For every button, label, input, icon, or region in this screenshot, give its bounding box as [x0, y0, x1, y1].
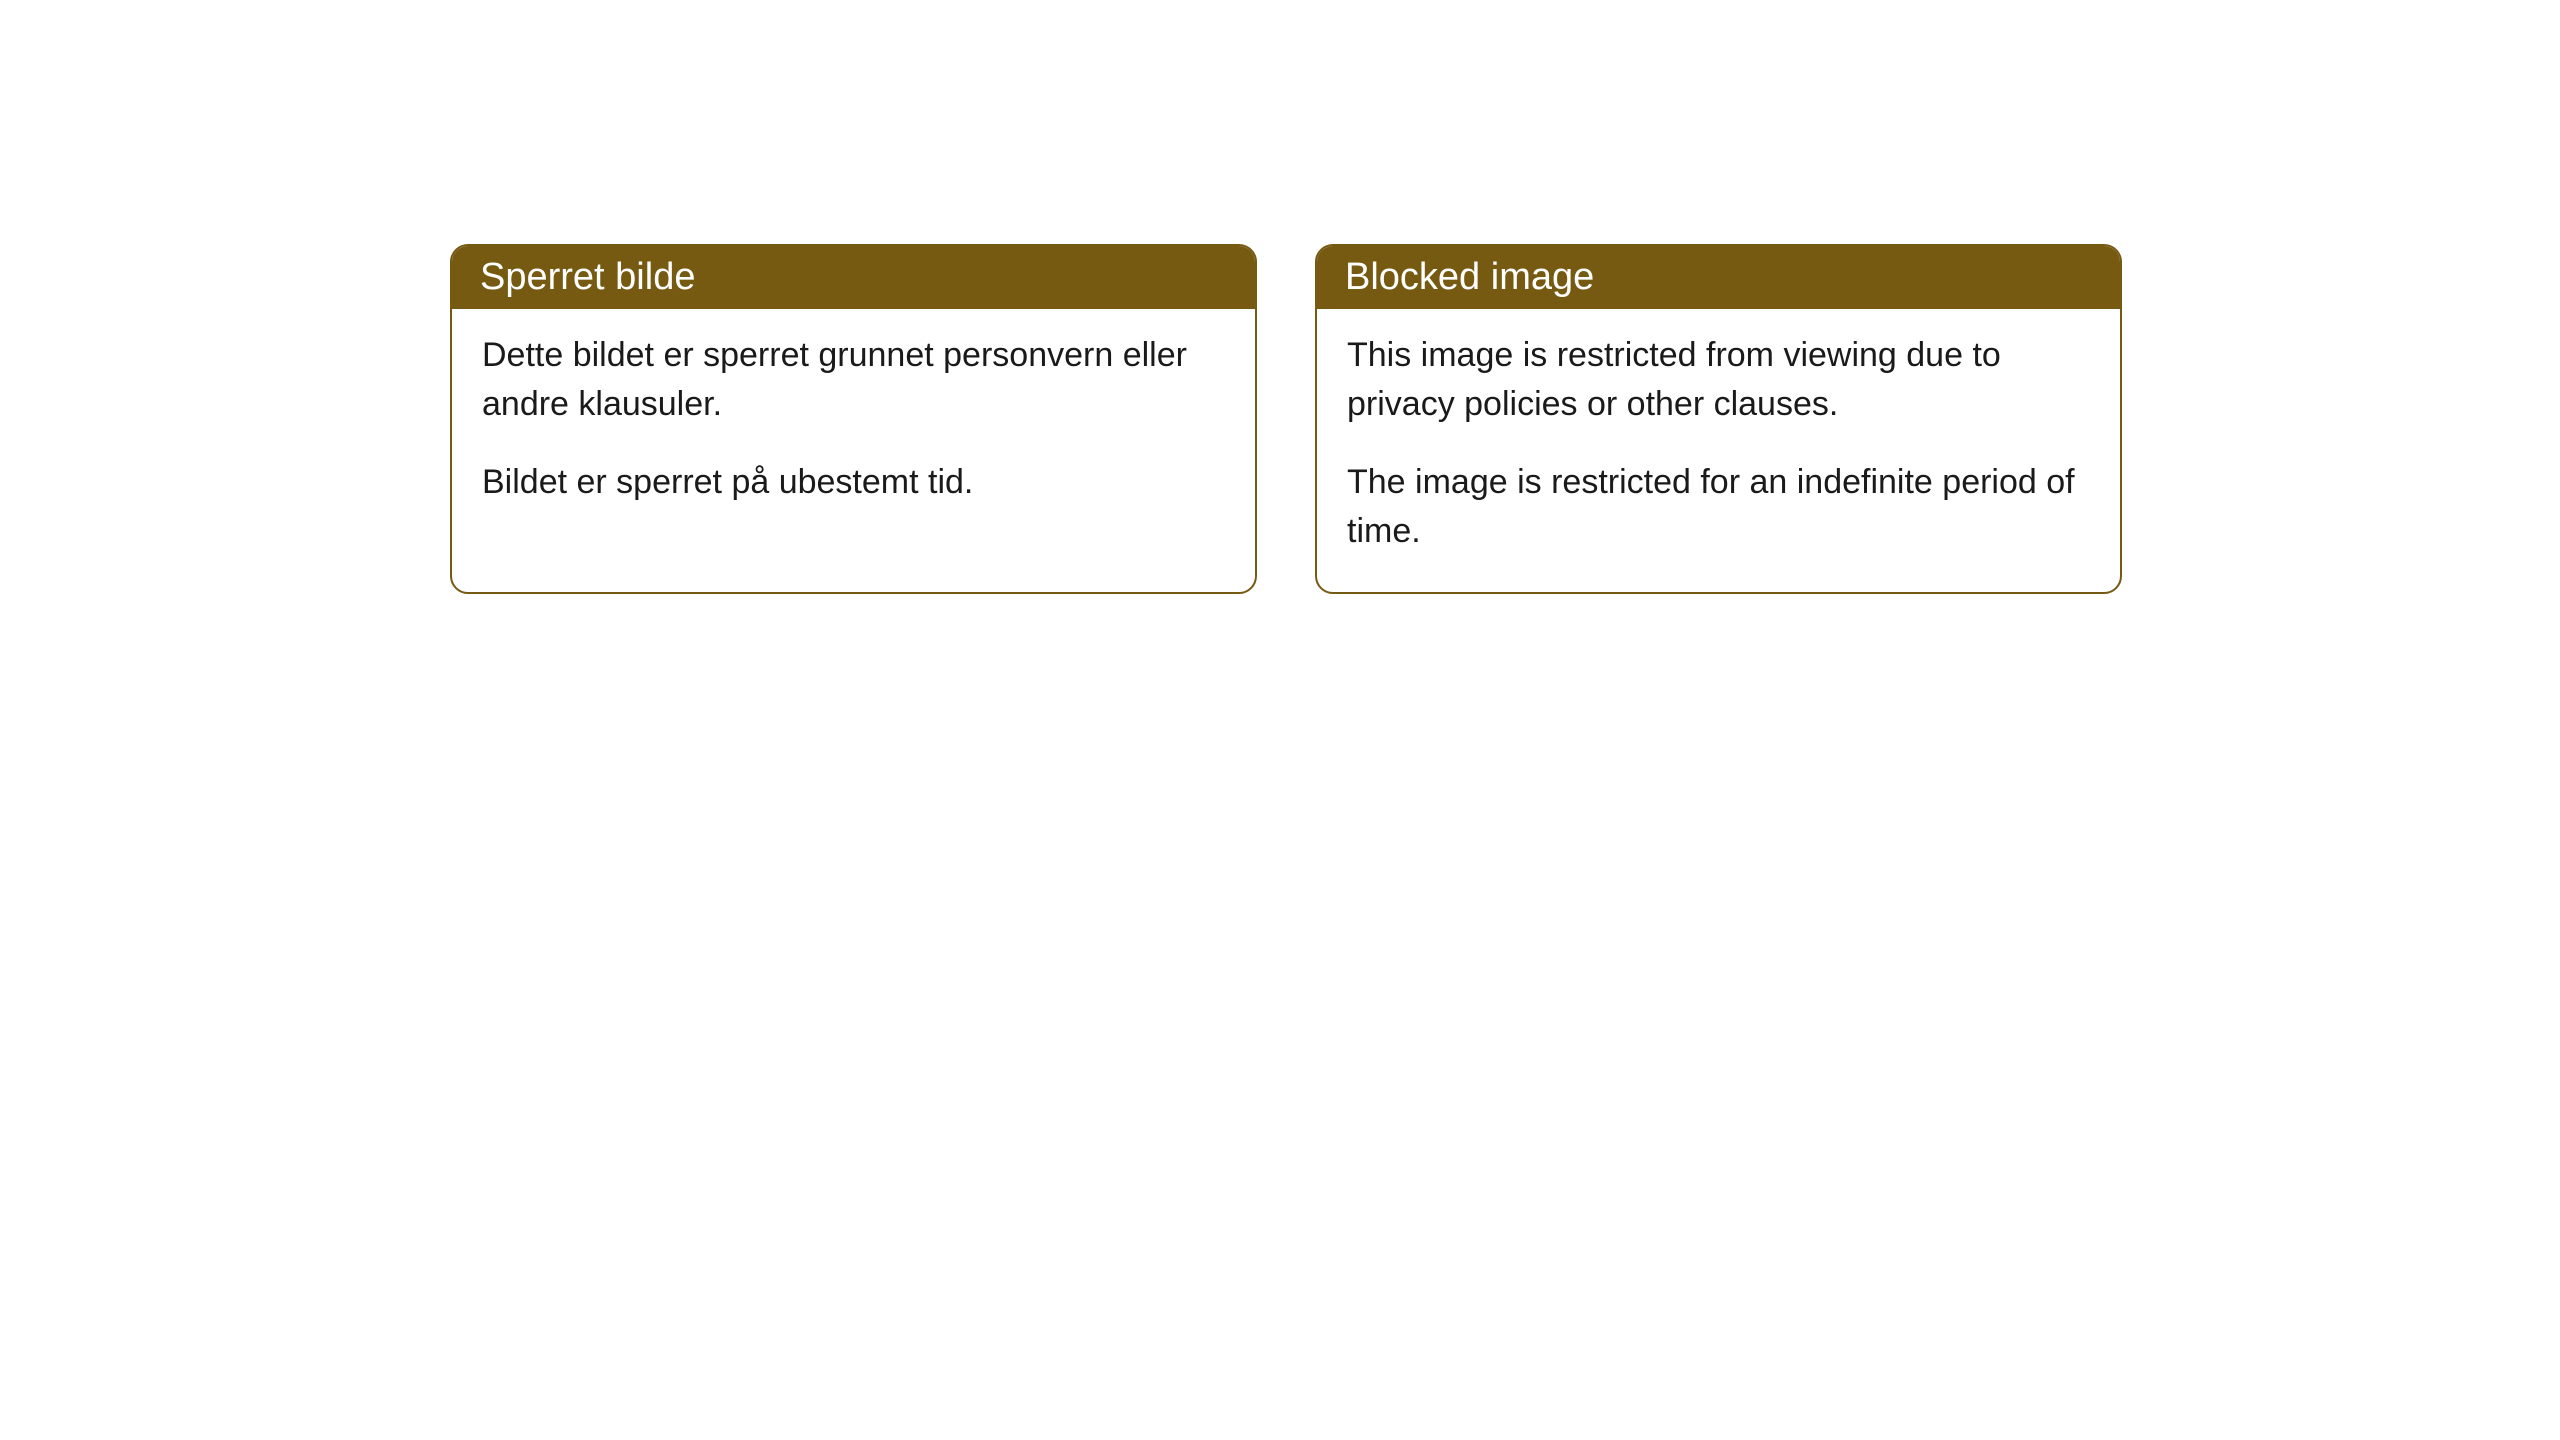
panel-text-no-1: Dette bildet er sperret grunnet personve… [482, 331, 1225, 430]
panel-header-en: Blocked image [1317, 246, 2120, 309]
blocked-image-panel-en: Blocked image This image is restricted f… [1315, 244, 2122, 594]
panel-text-no-2: Bildet er sperret på ubestemt tid. [482, 458, 1225, 507]
panel-body-no: Dette bildet er sperret grunnet personve… [452, 309, 1255, 543]
panel-text-en-2: The image is restricted for an indefinit… [1347, 458, 2090, 557]
panel-header-no: Sperret bilde [452, 246, 1255, 309]
blocked-image-panel-no: Sperret bilde Dette bildet er sperret gr… [450, 244, 1257, 594]
notice-container: Sperret bilde Dette bildet er sperret gr… [450, 244, 2122, 594]
panel-text-en-1: This image is restricted from viewing du… [1347, 331, 2090, 430]
panel-body-en: This image is restricted from viewing du… [1317, 309, 2120, 592]
